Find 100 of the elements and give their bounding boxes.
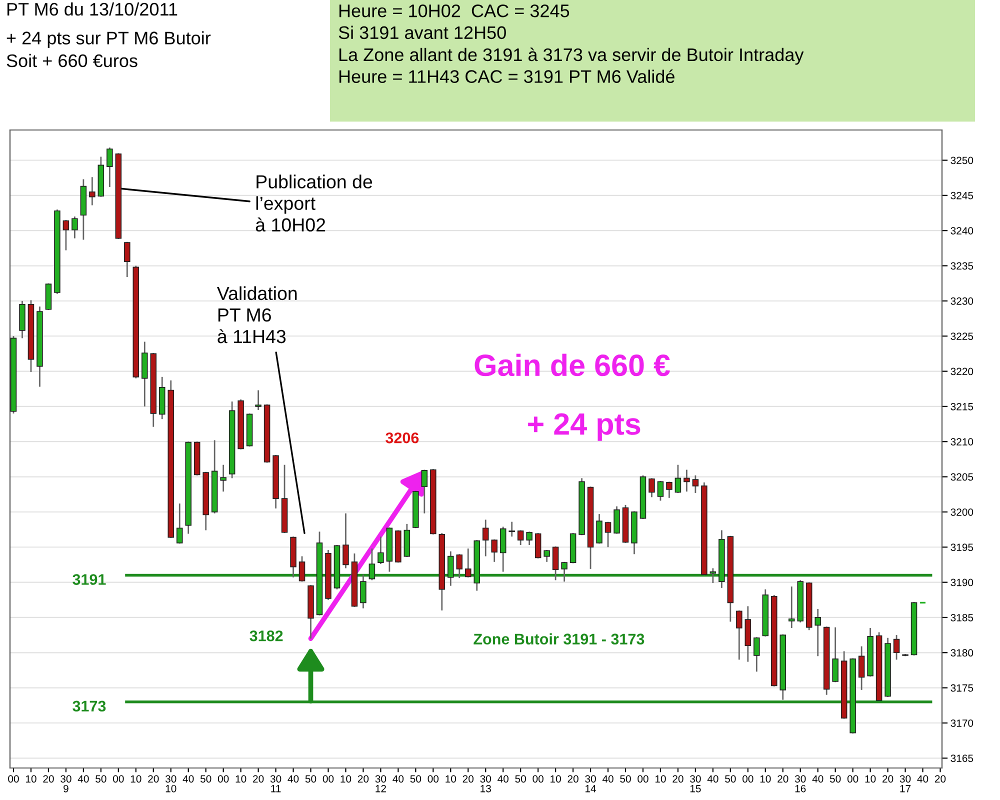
candlestick: [552, 546, 559, 581]
chart-subtitle: + 24 pts sur PT M6 Butoir Soit + 660 €uros: [6, 31, 211, 68]
candlestick: [368, 548, 376, 581]
x-tick-label: 50: [305, 775, 316, 783]
x2-tick-label: 15: [690, 785, 701, 792]
x2-tick-label: 13: [480, 784, 491, 792]
x-tick-label: 00: [113, 775, 124, 783]
x-tick-label: 30: [900, 775, 911, 783]
ref-line-label: 3173: [72, 700, 106, 712]
x-tick-label: 40: [78, 775, 89, 783]
x-tick-label: 00: [428, 775, 439, 783]
candlestick: [360, 574, 366, 610]
x-tick-label: 00: [847, 775, 858, 783]
x2-tick-label: 12: [376, 784, 386, 792]
candlestick: [456, 553, 463, 579]
candlestick: [421, 469, 428, 514]
y-tick-label: 3220: [950, 368, 974, 376]
x-tick-label: 30: [165, 775, 176, 783]
candlestick: [657, 480, 664, 502]
x-tick-label: 50: [620, 775, 631, 783]
x-tick-label: 40: [602, 775, 614, 783]
annotation: Gain de 660 €: [474, 354, 670, 376]
annotation: Zone Butoir 3191 - 3173: [474, 633, 644, 645]
candlestick: [465, 548, 472, 578]
candlestick: [648, 477, 655, 498]
y-tick-label: 3210: [950, 438, 974, 446]
candlestick: [596, 513, 602, 544]
x-tick-label: 40: [182, 775, 194, 783]
candlestick: [508, 521, 515, 538]
x-tick-label: 30: [375, 775, 386, 783]
x2-tick-label: 14: [586, 785, 596, 792]
x-tick-label: 50: [515, 775, 526, 783]
x-tick-label: 00: [638, 775, 648, 783]
candlestick: [526, 530, 532, 546]
candlestick: [832, 626, 838, 683]
y-tick-label: 3235: [950, 262, 974, 270]
x-tick-label: 10: [446, 775, 456, 783]
x-tick-label: 00: [322, 775, 334, 783]
candlestick: [62, 219, 70, 251]
x-tick-label: 40: [392, 775, 404, 783]
x-tick-label: 10: [655, 775, 666, 783]
candlestick: [788, 586, 795, 629]
candlestick: [176, 502, 183, 544]
y-tick-label: 3245: [950, 192, 974, 200]
annotation: 3206: [386, 432, 419, 444]
x-tick-label: 10: [865, 775, 876, 783]
candlestick: [124, 241, 130, 278]
x2-tick-label: 10: [166, 784, 176, 792]
x-tick-label: 50: [830, 775, 841, 783]
chart-title: PT M6 du 13/10/2011: [7, 2, 178, 16]
annotation: Validation PT M6 à 11H43: [216, 286, 297, 344]
x-tick-label: 20: [358, 775, 369, 783]
x-tick-label: 30: [270, 775, 282, 783]
x-tick-label: 40: [498, 775, 508, 783]
x-tick-label: 20: [568, 775, 578, 783]
x-tick-label: 10: [236, 775, 246, 783]
candlestick: [674, 464, 682, 494]
y-tick-label: 3205: [950, 473, 974, 481]
candlestick: [614, 506, 620, 534]
y-tick-label: 3240: [950, 227, 974, 234]
x-tick-label: 00: [742, 775, 754, 783]
x-tick-label: 00: [532, 775, 544, 783]
x-tick-label: 20: [778, 775, 788, 783]
x-tick-label: 20: [148, 775, 159, 783]
x2-tick-label: 16: [795, 784, 806, 792]
candlestick: [858, 646, 865, 691]
y-tick-label: 3215: [950, 402, 974, 410]
candlestick: [255, 390, 262, 411]
y-tick-label: 3180: [950, 649, 974, 657]
x-tick-label: 30: [794, 775, 806, 783]
candlestick: [561, 561, 568, 582]
x-tick-label: 50: [410, 775, 422, 783]
candlestick: [220, 464, 226, 492]
x-tick-label: 40: [917, 775, 928, 783]
candlestick: [666, 481, 672, 499]
candlestick: [89, 176, 96, 206]
candlestick: [893, 634, 900, 660]
x-tick-label: 20: [253, 775, 264, 783]
x2-tick-label: 17: [900, 785, 911, 792]
y-tick-label: 3230: [950, 297, 974, 305]
x-tick-label: 00: [218, 775, 229, 783]
text: Heure = 10H02 CAC = 3245 Si 3191 avant 12H50 La Zone allant de 3191 à 3173 va servir de Butoir Intraday Heure = 11H43 CAC = 3191 PT M6 Validé: [338, 4, 804, 83]
annotation: Publication de l’export à 10H02: [256, 174, 372, 232]
x-tick-label: 40: [812, 775, 824, 783]
candlestick: [534, 532, 542, 560]
y-tick-label: 3185: [950, 614, 974, 622]
x-tick-label: 00: [8, 775, 19, 783]
annotation: + 24 pts: [528, 413, 640, 441]
candlestick: [106, 146, 113, 188]
x-tick-label: 20: [43, 775, 54, 783]
candlestick: [448, 550, 454, 587]
candlestick: [692, 474, 699, 494]
x2-tick-label: 11: [271, 785, 281, 792]
y-tick-label: 3200: [950, 508, 974, 516]
x-tick-label: 30: [60, 775, 72, 783]
x-tick-label: 10: [340, 775, 352, 783]
x-tick-label: 10: [26, 775, 36, 783]
y-tick-label: 3170: [950, 719, 974, 727]
candlestick: [500, 526, 506, 572]
candlestick: [710, 568, 716, 584]
